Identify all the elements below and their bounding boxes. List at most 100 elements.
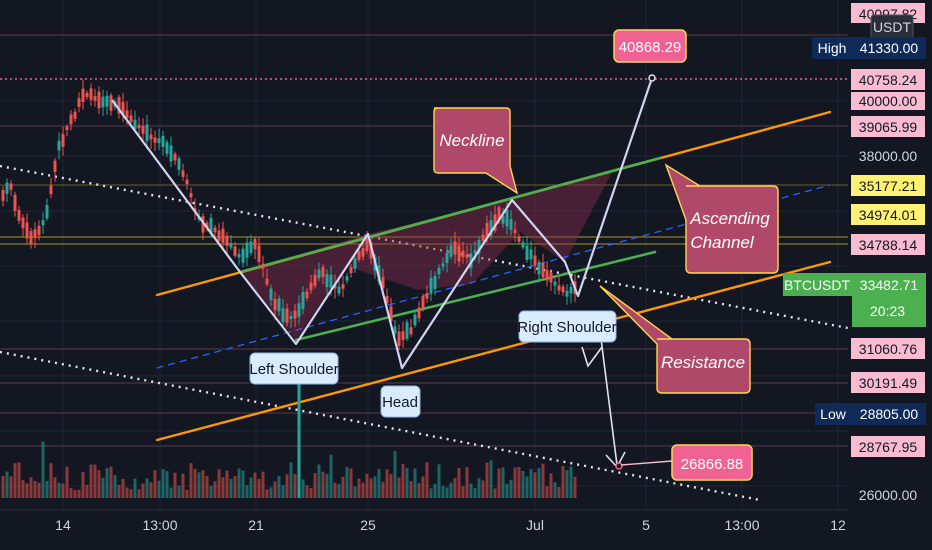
volume-bar <box>437 464 441 498</box>
volume-bar <box>429 488 433 498</box>
price-label-34974: 34974.01 <box>859 207 918 223</box>
candle-body <box>253 238 257 250</box>
candle-body <box>9 183 13 190</box>
volume-bar <box>465 467 469 498</box>
time-axis[interactable]: 14 13:00 21 25 Jul 5 13:00 12 <box>0 509 932 550</box>
volume-bar <box>293 474 297 498</box>
candle-body <box>389 306 393 322</box>
price-axis[interactable]: 40097.82 USDT High 41330.00 40758.24 400… <box>783 0 932 510</box>
candle-body <box>53 160 57 172</box>
volume-bar <box>81 472 85 498</box>
volume-bar <box>557 486 561 498</box>
volume-bar <box>221 477 225 498</box>
candle-body <box>221 228 225 243</box>
callout-ascending-word1: Ascending <box>689 209 770 228</box>
candle-body <box>305 291 309 298</box>
volume-bar <box>329 454 333 498</box>
volume-bar <box>73 489 77 498</box>
price-label-28767: 28767.95 <box>859 439 918 455</box>
volume-bar <box>313 473 317 498</box>
volume-bar <box>401 463 405 498</box>
volume-bar <box>85 484 89 498</box>
candle-body <box>125 110 129 119</box>
candle-body <box>301 291 305 309</box>
volume-bar <box>517 467 521 498</box>
volume-bar <box>493 488 497 498</box>
candle-body <box>229 243 233 248</box>
x-tick-label: 13:00 <box>724 517 759 533</box>
volume-bar <box>225 470 229 498</box>
channel-lower-line <box>155 260 832 442</box>
candle-body <box>345 276 349 281</box>
candle-body <box>565 290 569 297</box>
volume-bar <box>113 475 117 498</box>
candle-body <box>361 248 365 257</box>
candle-body <box>49 185 53 195</box>
volume-bar <box>201 470 205 498</box>
candle-body <box>517 236 521 242</box>
candle-body <box>401 331 405 341</box>
candle-body <box>289 316 293 320</box>
candle-body <box>381 277 385 289</box>
candle-body <box>81 88 85 103</box>
volume-bar <box>533 472 537 498</box>
volume-bar <box>181 473 185 498</box>
volume-bar <box>545 486 549 498</box>
candle-body <box>185 179 189 185</box>
volume-bar <box>57 482 61 498</box>
callout-ascending-channel: Ascending Channel <box>664 163 779 274</box>
candle-body <box>129 115 133 123</box>
candle-body <box>189 193 193 198</box>
volume-bar <box>565 470 569 498</box>
symbol-tag: BTCUSDT <box>784 277 851 293</box>
candle-body <box>137 124 141 129</box>
candle-body <box>233 246 237 256</box>
candle-body <box>429 277 433 294</box>
volume-bar <box>357 478 361 498</box>
candle-body <box>353 258 357 269</box>
volume-bar <box>405 467 409 498</box>
x-tick-label: Jul <box>526 517 544 533</box>
candle-body <box>489 220 493 236</box>
candle-body <box>105 95 109 107</box>
label-left-shoulder-text: Left Shoulder <box>249 361 338 378</box>
x-tick-label: 25 <box>360 517 376 533</box>
label-right-shoulder: Right Shoulder <box>517 310 617 343</box>
volume-bar <box>21 480 25 498</box>
volume-bar <box>393 451 397 498</box>
candle-body <box>341 284 345 289</box>
candlesticks <box>1 79 577 351</box>
candle-body <box>417 307 421 319</box>
candle-body <box>17 210 21 221</box>
candle-body <box>385 296 389 304</box>
candle-body <box>57 140 61 151</box>
candle-body <box>21 217 25 229</box>
candle-body <box>93 96 97 101</box>
x-tick-label: 14 <box>55 517 71 533</box>
volume-bar <box>229 478 233 498</box>
volume-bar <box>41 441 45 498</box>
volume-bar <box>61 483 65 498</box>
volume-bar <box>469 483 473 498</box>
volume-bar <box>213 481 217 498</box>
volume-bar <box>569 466 573 498</box>
candle-body <box>169 145 173 162</box>
target-down-point <box>615 462 623 470</box>
candle-body <box>109 95 113 111</box>
candle-body <box>5 182 9 194</box>
volume-bar <box>97 470 101 498</box>
pattern-path <box>111 77 654 370</box>
volume-bar <box>197 472 201 498</box>
price-label-34788: 34788.14 <box>859 237 918 253</box>
price-label-31060: 31060.76 <box>859 341 918 357</box>
candle-body <box>173 153 177 161</box>
candle-body <box>529 249 533 260</box>
candle-body <box>41 220 45 226</box>
candle-body <box>357 251 361 260</box>
volume-bar <box>501 467 505 498</box>
volume-bar <box>189 463 193 498</box>
volume-bar <box>193 468 197 498</box>
volume-bar <box>25 483 29 498</box>
candle-body <box>269 288 273 301</box>
